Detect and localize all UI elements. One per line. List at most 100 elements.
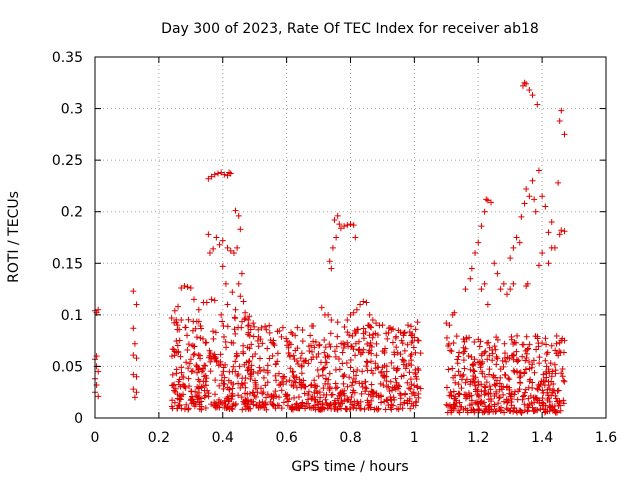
- data-point: [322, 396, 329, 403]
- data-point: [240, 342, 247, 349]
- data-point: [227, 247, 234, 254]
- data-point: [523, 333, 530, 340]
- data-point: [493, 334, 500, 341]
- data-point: [176, 337, 183, 344]
- data-point: [260, 389, 267, 396]
- data-point: [226, 169, 233, 176]
- data-point: [216, 382, 223, 389]
- data-point: [549, 403, 556, 410]
- data-point: [506, 386, 513, 393]
- data-point: [130, 325, 137, 332]
- data-point: [498, 386, 505, 393]
- data-point: [268, 392, 275, 399]
- data-point: [411, 382, 418, 389]
- data-point: [478, 223, 485, 230]
- data-point: [531, 196, 538, 203]
- data-point: [484, 339, 491, 346]
- data-point: [475, 378, 482, 385]
- data-point: [328, 317, 335, 324]
- data-point: [520, 341, 527, 348]
- data-point: [345, 343, 352, 350]
- data-point: [365, 322, 372, 329]
- data-point: [379, 364, 386, 371]
- data-point: [257, 355, 264, 362]
- data-point: [311, 344, 318, 351]
- data-point: [131, 394, 138, 401]
- data-point: [310, 404, 317, 411]
- data-point: [337, 389, 344, 396]
- data-point: [521, 79, 528, 86]
- data-point: [485, 409, 492, 416]
- data-point: [222, 280, 229, 287]
- data-point: [202, 340, 209, 347]
- data-point: [185, 405, 192, 412]
- data-point: [349, 333, 356, 340]
- data-point: [238, 270, 245, 277]
- data-point: [406, 398, 413, 405]
- data-point: [310, 354, 317, 361]
- data-point: [470, 367, 477, 374]
- data-point: [262, 400, 269, 407]
- data-point: [175, 303, 182, 310]
- y-tick-label: 0.35: [52, 50, 83, 66]
- data-point: [500, 391, 507, 398]
- data-point: [542, 335, 549, 342]
- data-point: [377, 380, 384, 387]
- data-point: [545, 229, 552, 236]
- data-point: [451, 401, 458, 408]
- data-point: [560, 377, 567, 384]
- data-point: [382, 406, 389, 413]
- y-tick-label: 0.25: [52, 153, 83, 169]
- data-point: [323, 375, 330, 382]
- data-point: [539, 249, 546, 256]
- data-point: [415, 394, 422, 401]
- data-point: [198, 395, 205, 402]
- data-point: [558, 227, 565, 234]
- data-point: [233, 353, 240, 360]
- x-tick-label: 0: [91, 430, 100, 446]
- data-point: [413, 375, 420, 382]
- data-point: [352, 330, 359, 337]
- data-point: [510, 367, 517, 374]
- data-point: [539, 340, 546, 347]
- data-point: [481, 280, 488, 287]
- data-point: [393, 367, 400, 374]
- data-point: [235, 371, 242, 378]
- data-point: [352, 352, 359, 359]
- data-point: [217, 351, 224, 358]
- data-point: [353, 372, 360, 379]
- data-point: [229, 385, 236, 392]
- data-point: [384, 335, 391, 342]
- data-point: [244, 322, 251, 329]
- data-point: [325, 311, 332, 318]
- data-point: [525, 404, 532, 411]
- data-point: [292, 347, 299, 354]
- data-point: [219, 372, 226, 379]
- data-point: [224, 172, 231, 179]
- data-point: [503, 291, 510, 298]
- data-point: [266, 355, 273, 362]
- data-point: [505, 375, 512, 382]
- data-point: [552, 392, 559, 399]
- data-point: [508, 399, 515, 406]
- data-point: [264, 391, 271, 398]
- data-point: [296, 379, 303, 386]
- data-point: [540, 371, 547, 378]
- data-point: [260, 374, 267, 381]
- data-point: [242, 390, 249, 397]
- data-point: [408, 390, 415, 397]
- data-point: [380, 382, 387, 389]
- y-tick-label: 0: [74, 411, 83, 427]
- data-point: [467, 381, 474, 388]
- data-point: [462, 379, 469, 386]
- x-tick-label: 1.2: [467, 430, 489, 446]
- data-point: [191, 350, 198, 357]
- data-point: [359, 368, 366, 375]
- data-point: [357, 405, 364, 412]
- data-point: [516, 386, 523, 393]
- data-point: [188, 368, 195, 375]
- data-point: [316, 341, 323, 348]
- data-point: [350, 309, 357, 316]
- data-point: [468, 265, 475, 272]
- data-point: [472, 374, 479, 381]
